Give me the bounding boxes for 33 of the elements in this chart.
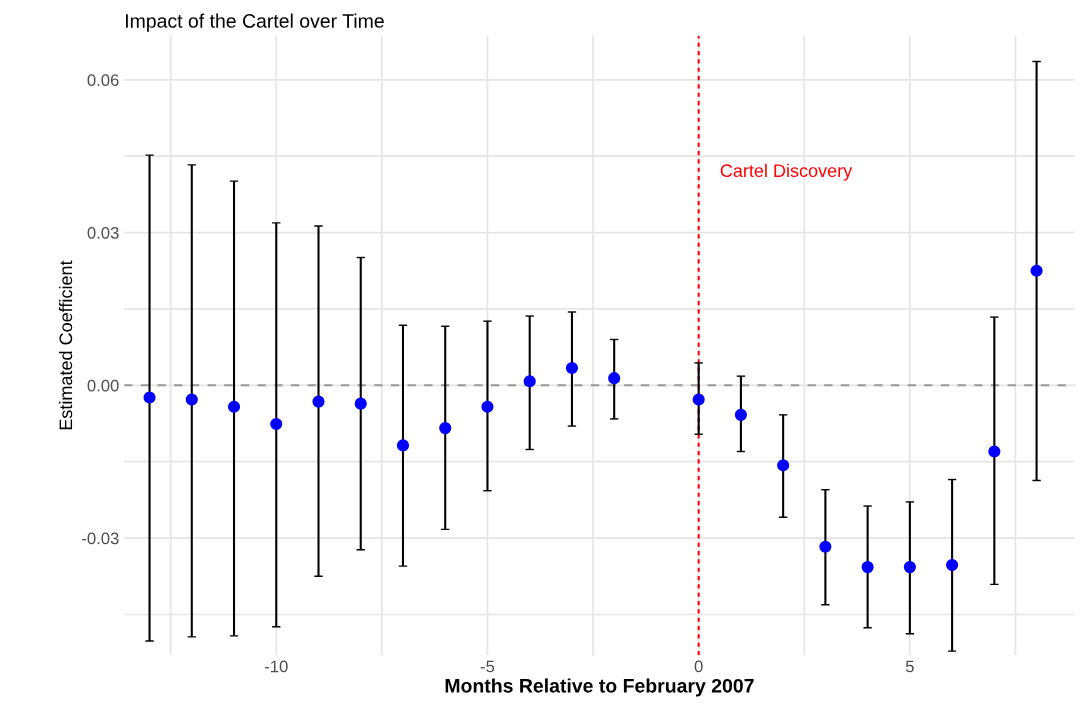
point	[988, 445, 1001, 458]
ref-line-label: Cartel Discovery	[720, 163, 853, 181]
point	[481, 400, 494, 413]
x-tick-label: -5	[480, 660, 495, 673]
point	[143, 391, 156, 404]
y-tick-label: 0.03	[87, 226, 119, 239]
point	[185, 393, 198, 406]
point	[523, 375, 536, 388]
x-tick-label: 5	[905, 660, 914, 673]
point	[439, 422, 452, 435]
point	[946, 558, 959, 572]
y-axis-title: Estimated Coefficient	[58, 260, 73, 430]
point	[565, 361, 579, 375]
y-tick-label: -0.03	[82, 532, 119, 545]
chart-title: Impact of the Cartel over Time	[126, 13, 384, 32]
point	[861, 561, 874, 574]
point	[1030, 264, 1043, 277]
point	[396, 439, 410, 452]
point	[692, 393, 705, 406]
point	[354, 397, 367, 410]
point	[227, 400, 241, 413]
point	[903, 561, 916, 574]
point	[270, 417, 283, 431]
point	[312, 395, 325, 408]
x-tick-label: -10	[264, 660, 288, 673]
point	[608, 372, 621, 385]
y-tick-label: 0.00	[87, 379, 119, 392]
point	[819, 540, 832, 553]
point	[777, 459, 790, 472]
x-tick-label: 0	[694, 660, 703, 673]
point	[734, 408, 747, 421]
y-tick-label: 0.06	[87, 74, 119, 86]
x-axis-title: Months Relative to February 2007	[445, 678, 754, 697]
